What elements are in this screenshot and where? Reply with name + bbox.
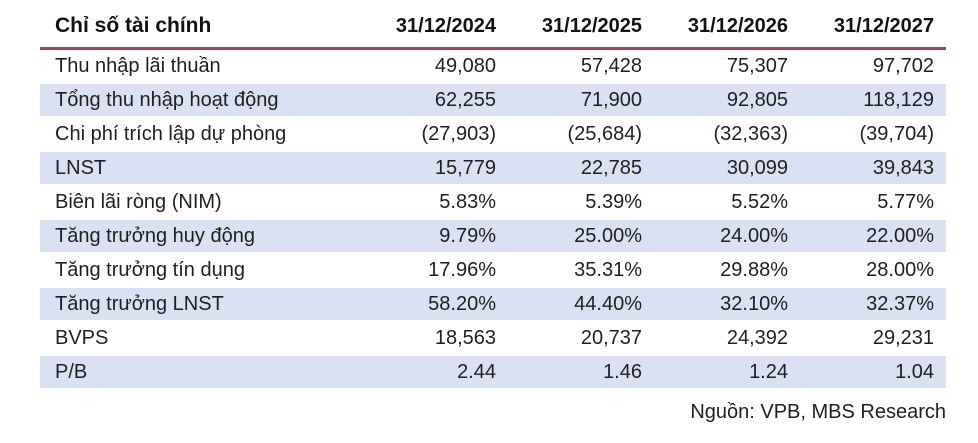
cell-value: 28.00% (800, 253, 946, 288)
header-date-2025: 31/12/2025 (508, 6, 654, 50)
cell-value: (25,684) (508, 117, 654, 152)
cell-value: 5.83% (362, 185, 508, 220)
table-row-total-operating-income: Tổng thu nhập hoạt động 62,255 71,900 92… (40, 83, 946, 118)
cell-value: 29,231 (800, 321, 946, 356)
cell-value: 24.00% (654, 219, 800, 254)
cell-value: 35.31% (508, 253, 654, 288)
cell-value: 5.39% (508, 185, 654, 220)
cell-value: 5.52% (654, 185, 800, 220)
table-row-net-interest-income: Thu nhập lãi thuần 49,080 57,428 75,307 … (40, 48, 946, 84)
cell-value: 49,080 (362, 48, 508, 84)
cell-value: 58.20% (362, 287, 508, 322)
cell-value: 22,785 (508, 151, 654, 186)
row-label: Tăng trưởng LNST (40, 287, 362, 322)
source-note: Nguồn: VPB, MBS Research (690, 401, 946, 423)
cell-value: 118,129 (800, 83, 946, 118)
row-label: P/B (40, 355, 362, 390)
table-header-row: Chỉ số tài chính 31/12/2024 31/12/2025 3… (40, 6, 946, 50)
row-label: LNST (40, 151, 362, 186)
row-label: Chi phí trích lập dự phòng (40, 117, 362, 152)
header-date-2027: 31/12/2027 (800, 6, 946, 50)
table-row-lnst-growth: Tăng trưởng LNST 58.20% 44.40% 32.10% 32… (40, 287, 946, 322)
cell-value: 5.77% (800, 185, 946, 220)
table-row-bvps: BVPS 18,563 20,737 24,392 29,231 (40, 321, 946, 356)
cell-value: 1.46 (508, 355, 654, 390)
row-label: Thu nhập lãi thuần (40, 48, 362, 84)
cell-value: (27,903) (362, 117, 508, 152)
table-row-provision-expense: Chi phí trích lập dự phòng (27,903) (25,… (40, 117, 946, 152)
cell-value: 39,843 (800, 151, 946, 186)
cell-value: 24,392 (654, 321, 800, 356)
cell-value: 32.10% (654, 287, 800, 322)
cell-value: 15,779 (362, 151, 508, 186)
cell-value: 22.00% (800, 219, 946, 254)
table-row-nim: Biên lãi ròng (NIM) 5.83% 5.39% 5.52% 5.… (40, 185, 946, 220)
cell-value: 2.44 (362, 355, 508, 390)
financial-table-page: Chỉ số tài chính 31/12/2024 31/12/2025 3… (40, 6, 946, 423)
cell-value: 1.04 (800, 355, 946, 390)
cell-value: 44.40% (508, 287, 654, 322)
cell-value: (39,704) (800, 117, 946, 152)
cell-value: 57,428 (508, 48, 654, 84)
table-row-pb: P/B 2.44 1.46 1.24 1.04 (40, 355, 946, 390)
cell-value: 92,805 (654, 83, 800, 118)
cell-value: 62,255 (362, 83, 508, 118)
row-label: Tổng thu nhập hoạt động (40, 83, 362, 118)
header-indicator-label: Chỉ số tài chính (40, 6, 362, 50)
cell-value: 18,563 (362, 321, 508, 356)
cell-value: 9.79% (362, 219, 508, 254)
table-row-credit-growth: Tăng trưởng tín dụng 17.96% 35.31% 29.88… (40, 253, 946, 288)
cell-value: (32,363) (654, 117, 800, 152)
table-row-lnst: LNST 15,779 22,785 30,099 39,843 (40, 151, 946, 186)
cell-value: 29.88% (654, 253, 800, 288)
cell-value: 71,900 (508, 83, 654, 118)
cell-value: 25.00% (508, 219, 654, 254)
header-date-2026: 31/12/2026 (654, 6, 800, 50)
row-label: BVPS (40, 321, 362, 356)
cell-value: 1.24 (654, 355, 800, 390)
row-label: Biên lãi ròng (NIM) (40, 185, 362, 220)
financial-indicators-table: Chỉ số tài chính 31/12/2024 31/12/2025 3… (40, 6, 946, 390)
cell-value: 30,099 (654, 151, 800, 186)
cell-value: 32.37% (800, 287, 946, 322)
cell-value: 97,702 (800, 48, 946, 84)
row-label: Tăng trưởng huy động (40, 219, 362, 254)
header-date-2024: 31/12/2024 (362, 6, 508, 50)
row-label: Tăng trưởng tín dụng (40, 253, 362, 288)
table-row-deposit-growth: Tăng trưởng huy động 9.79% 25.00% 24.00%… (40, 219, 946, 254)
cell-value: 20,737 (508, 321, 654, 356)
cell-value: 75,307 (654, 48, 800, 84)
cell-value: 17.96% (362, 253, 508, 288)
